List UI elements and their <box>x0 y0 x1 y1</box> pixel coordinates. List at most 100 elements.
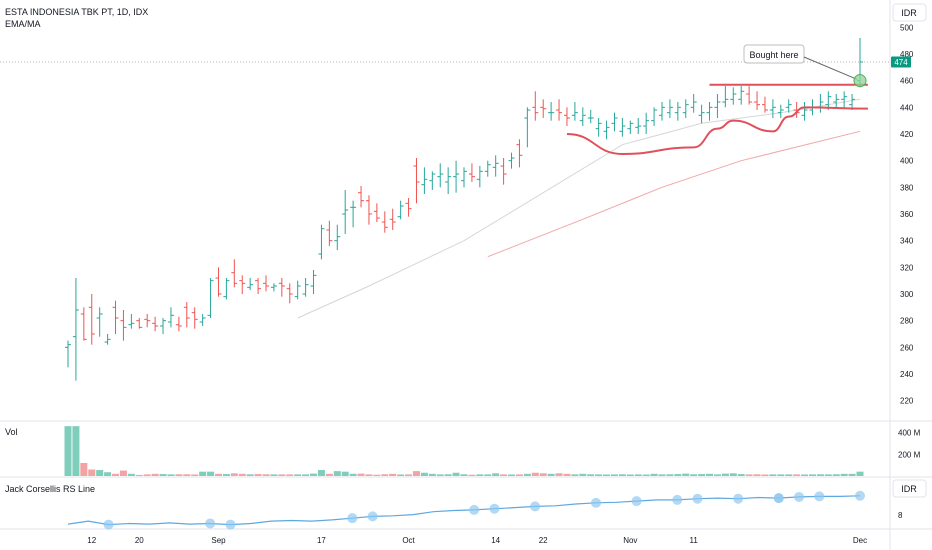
price-bar <box>841 91 848 108</box>
rs-line-label: Jack Corsellis RS Line <box>5 484 95 494</box>
price-bar <box>461 167 467 188</box>
rs-currency-label: IDR <box>901 484 917 494</box>
ema-slow-line <box>487 130 861 258</box>
volume-bar <box>642 474 650 476</box>
price-bar <box>587 110 594 124</box>
volume-bar <box>610 474 618 476</box>
volume-bar <box>207 471 215 476</box>
price-bar <box>508 152 515 169</box>
volume-bar <box>706 473 714 476</box>
price-bar <box>65 340 71 368</box>
price-bar <box>231 259 238 288</box>
price-bar <box>571 102 578 121</box>
price-bar <box>611 112 618 132</box>
volume-bar <box>405 474 413 476</box>
volume-bar <box>595 474 603 476</box>
price-bar <box>579 107 586 126</box>
rs-currency-button[interactable] <box>892 479 927 498</box>
price-bar <box>429 171 436 190</box>
price-bar <box>263 275 269 292</box>
time-tick-label: 12 <box>87 536 96 545</box>
annotation-box[interactable] <box>743 44 805 64</box>
price-bar <box>270 283 277 292</box>
price-tick-label: 360 <box>900 210 914 219</box>
volume-bar <box>96 470 104 476</box>
time-axis: 12 20 Sep 17 Oct 14 22 Nov 11 Dec <box>87 536 867 545</box>
volume-bar <box>777 474 785 476</box>
volume-bar <box>508 474 516 476</box>
price-bar <box>405 198 412 217</box>
volume-bar <box>832 474 840 476</box>
volume-bar <box>698 474 706 476</box>
price-bar <box>754 91 761 110</box>
rs-marker <box>672 494 683 505</box>
volume-bar <box>333 471 341 476</box>
price-tick-label: 280 <box>900 317 914 326</box>
volume-bar <box>492 473 500 476</box>
rs-marker <box>489 503 500 514</box>
volume-bar <box>769 474 777 476</box>
volume-bar <box>444 474 452 476</box>
price-bar <box>500 158 507 185</box>
price-bar <box>524 107 531 148</box>
buy-marker[interactable] <box>853 74 867 88</box>
volume-bar <box>214 473 222 476</box>
price-bar <box>215 267 222 297</box>
price-bar <box>603 120 610 140</box>
volume-bar <box>713 474 721 476</box>
price-tick-label: 480 <box>900 50 914 59</box>
time-tick-label: 11 <box>690 536 699 545</box>
rs-marker <box>205 518 216 529</box>
currency-button[interactable] <box>892 3 927 22</box>
price-bar <box>769 99 776 118</box>
volume-bar <box>412 471 420 476</box>
volume-bar <box>682 473 690 476</box>
price-bar <box>738 86 745 105</box>
price-bar <box>136 318 143 329</box>
time-tick-label: 14 <box>491 536 500 545</box>
pattern-cup-curve[interactable] <box>566 106 868 156</box>
price-bar <box>849 94 856 110</box>
price-bar <box>350 200 357 228</box>
price-bar <box>183 302 190 328</box>
volume-bar <box>563 473 571 476</box>
volume-axis: 400 M 200 M <box>898 429 921 460</box>
price-bar <box>342 190 349 234</box>
volume-bar <box>135 474 143 476</box>
volume-bar <box>246 474 254 476</box>
volume-bar <box>650 473 658 476</box>
price-bar <box>207 278 214 318</box>
price-tick-label: 500 <box>900 23 914 32</box>
volume-bar <box>460 474 468 476</box>
price-bar <box>484 160 491 177</box>
volume-bar <box>547 473 555 476</box>
price-tick-label: 420 <box>900 130 914 139</box>
price-bar <box>191 307 198 329</box>
price-bar <box>453 160 460 193</box>
ema-fast-line <box>297 98 861 319</box>
volume-bar <box>571 474 579 476</box>
annotation-text: Bought here <box>749 50 798 60</box>
volume-bar <box>104 472 112 476</box>
volume-bar <box>674 474 682 476</box>
rs-marker <box>692 493 703 504</box>
price-bar <box>801 102 808 121</box>
volume-bar <box>539 473 547 476</box>
last-price-value: 474 <box>894 58 908 67</box>
rs-marker <box>469 504 480 515</box>
volume-bar <box>310 473 318 476</box>
price-bar <box>619 118 626 137</box>
price-bar <box>777 104 784 118</box>
price-bar <box>318 224 325 260</box>
price-bar <box>175 316 182 332</box>
price-bar <box>627 120 634 134</box>
volume-bar <box>753 474 761 476</box>
price-bar <box>761 96 768 113</box>
volume-bar <box>587 474 595 476</box>
volume-bar <box>626 474 634 476</box>
time-tick-label: Sep <box>211 536 226 545</box>
volume-bar <box>785 474 793 476</box>
price-bar <box>160 318 167 334</box>
